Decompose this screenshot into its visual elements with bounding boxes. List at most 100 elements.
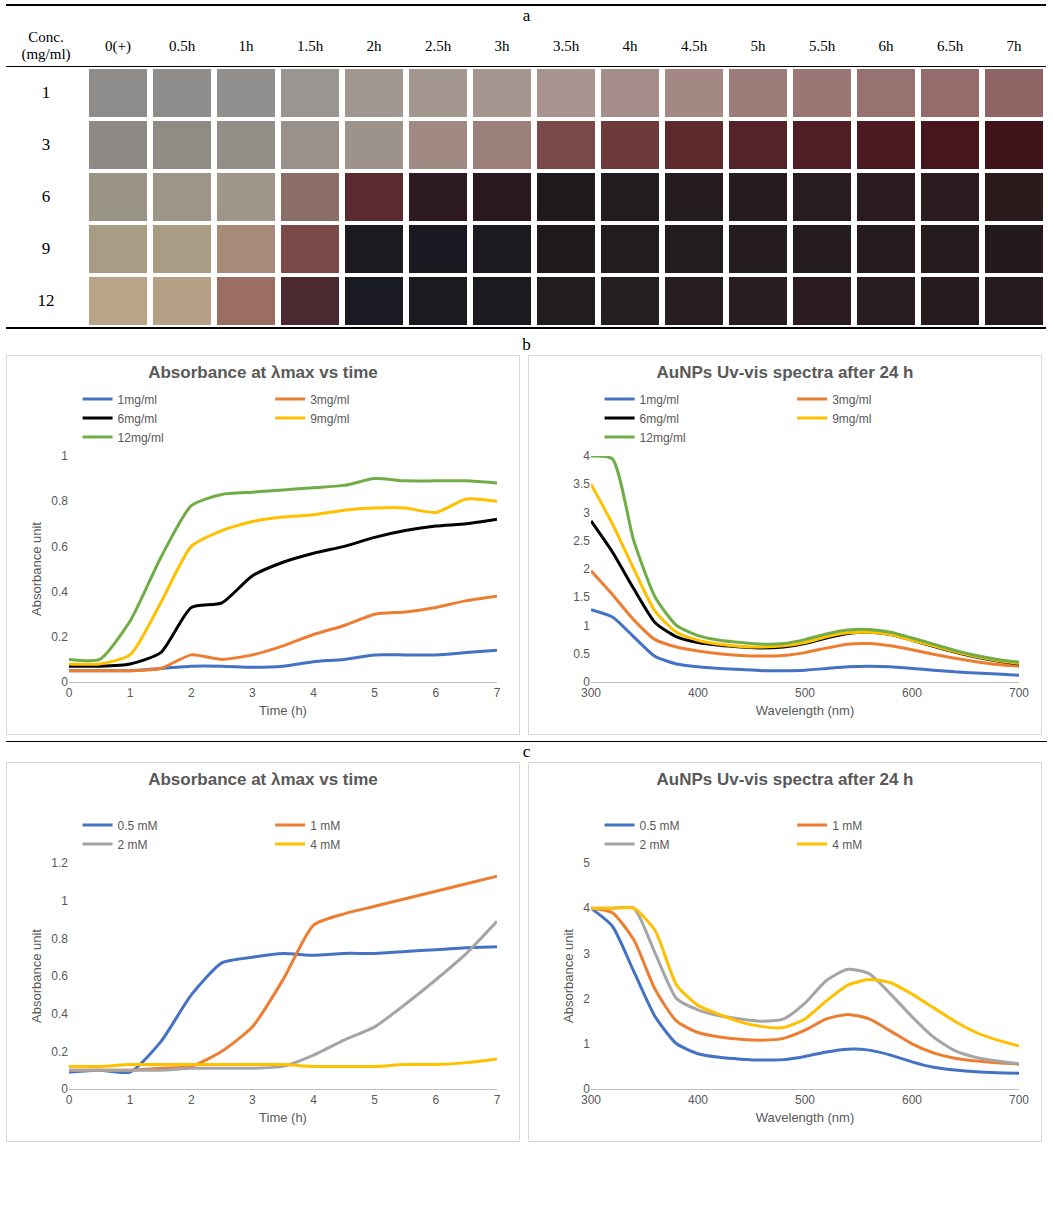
svg-text:4: 4 [583,901,590,915]
svg-text:0: 0 [583,1082,590,1096]
svg-text:0: 0 [66,1093,73,1107]
svg-text:7: 7 [494,1093,501,1107]
svg-text:1.2: 1.2 [51,856,68,870]
svg-text:700: 700 [1009,1093,1029,1107]
svg-text:400: 400 [688,1093,708,1107]
svg-text:1mg/ml: 1mg/ml [118,393,157,407]
svg-text:2: 2 [583,562,590,576]
svg-text:0: 0 [61,1082,68,1096]
svg-text:3.5: 3.5 [573,477,590,491]
svg-text:Wavelength (nm): Wavelength (nm) [756,703,855,718]
html-text:0(+): 0(+) [105,37,131,54]
svg-text:6mg/ml: 6mg/ml [118,412,157,426]
svg-text:0.8: 0.8 [51,494,68,508]
svg-text:0: 0 [61,675,68,689]
svg-text:600: 600 [902,1093,922,1107]
svg-text:0: 0 [583,675,590,689]
svg-text:Absorbance at λmax vs time: Absorbance at λmax vs time [148,363,378,382]
svg-text:300: 300 [581,1093,601,1107]
html-text:6.5h: 6.5h [936,37,964,54]
svg-text:6: 6 [433,1093,440,1107]
svg-text:0.5 mM: 0.5 mM [118,819,158,833]
svg-text:500: 500 [795,686,815,700]
svg-text:AuNPs Uv-vis spectra after 24: AuNPs Uv-vis spectra after 24 h [657,363,914,382]
svg-text:Wavelength (nm): Wavelength (nm) [756,1110,855,1125]
svg-text:9mg/ml: 9mg/ml [832,412,871,426]
svg-text:3: 3 [583,506,590,520]
html-text:5.5h: 5.5h [808,37,836,54]
svg-text:3: 3 [249,1093,256,1107]
svg-text:6mg/ml: 6mg/ml [640,412,679,426]
svg-text:0.8: 0.8 [51,932,68,946]
svg-text:1 mM: 1 mM [310,819,340,833]
svg-text:3mg/ml: 3mg/ml [832,393,871,407]
svg-text:1: 1 [583,619,590,633]
svg-text:500: 500 [795,1093,815,1107]
svg-text:Absorbance unit: Absorbance unit [561,929,576,1023]
svg-text:4 mM: 4 mM [832,838,862,852]
svg-text:1: 1 [61,894,68,908]
svg-text:2: 2 [583,992,590,1006]
html-text:6h: 6h [878,37,894,54]
svg-text:1: 1 [61,449,68,463]
html-text:1h: 1h [238,37,254,54]
svg-text:4 mM: 4 mM [310,838,340,852]
html-text:7h: 7h [1006,37,1022,54]
svg-text:700: 700 [1009,686,1029,700]
html-text:2.5h: 2.5h [424,37,452,54]
svg-text:12mg/ml: 12mg/ml [640,431,686,445]
svg-text:0.2: 0.2 [51,630,68,644]
svg-text:5: 5 [583,856,590,870]
svg-text:0.5 mM: 0.5 mM [640,819,680,833]
svg-text:1: 1 [127,686,134,700]
svg-text:2.5: 2.5 [573,534,590,548]
svg-text:0.4: 0.4 [51,585,68,599]
svg-text:12mg/ml: 12mg/ml [118,431,164,445]
html-text:3.5h: 3.5h [552,37,580,54]
html-text:12: 12 [37,291,55,310]
svg-text:1.5: 1.5 [573,590,590,604]
svg-text:9mg/ml: 9mg/ml [310,412,349,426]
svg-text:2 mM: 2 mM [640,838,670,852]
svg-text:2 mM: 2 mM [118,838,148,852]
html-text:1.5h: 1.5h [296,37,324,54]
svg-text:4: 4 [310,1093,317,1107]
svg-text:3: 3 [249,686,256,700]
html-text:2h: 2h [366,37,382,54]
svg-text:2: 2 [188,1093,195,1107]
html-text:4h: 4h [622,37,638,54]
svg-text:0.5: 0.5 [573,647,590,661]
html-text:4.5h: 4.5h [680,37,708,54]
svg-text:Absorbance unit: Absorbance unit [29,929,44,1023]
svg-text:5: 5 [371,1093,378,1107]
svg-text:AuNPs Uv-vis spectra after 24: AuNPs Uv-vis spectra after 24 h [657,770,914,789]
svg-text:3: 3 [583,947,590,961]
svg-text:0: 0 [66,686,73,700]
svg-text:0.4: 0.4 [51,1007,68,1021]
svg-text:0.6: 0.6 [51,969,68,983]
svg-text:600: 600 [902,686,922,700]
svg-text:4: 4 [583,449,590,463]
html-text:3h: 3h [494,37,510,54]
svg-text:1: 1 [127,1093,134,1107]
svg-text:1mg/ml: 1mg/ml [640,393,679,407]
svg-text:0.6: 0.6 [51,540,68,554]
svg-text:1: 1 [583,1037,590,1051]
svg-text:300: 300 [581,686,601,700]
svg-text:3mg/ml: 3mg/ml [310,393,349,407]
svg-text:6: 6 [433,686,440,700]
svg-text:7: 7 [494,686,501,700]
html-text:5h: 5h [750,37,766,54]
svg-text:4: 4 [310,686,317,700]
svg-text:2: 2 [188,686,195,700]
svg-text:400: 400 [688,686,708,700]
svg-text:Time (h): Time (h) [259,1110,307,1125]
svg-text:Absorbance unit: Absorbance unit [29,522,44,616]
html-text:Conc. (mg/ml): Conc. (mg/ml) [21,29,71,62]
svg-text:Time (h): Time (h) [259,703,307,718]
svg-text:1 mM: 1 mM [832,819,862,833]
svg-text:Absorbance at λmax vs time: Absorbance at λmax vs time [148,770,378,789]
html-text:0.5h: 0.5h [168,37,196,54]
svg-text:0.2: 0.2 [51,1045,68,1059]
svg-text:5: 5 [371,686,378,700]
